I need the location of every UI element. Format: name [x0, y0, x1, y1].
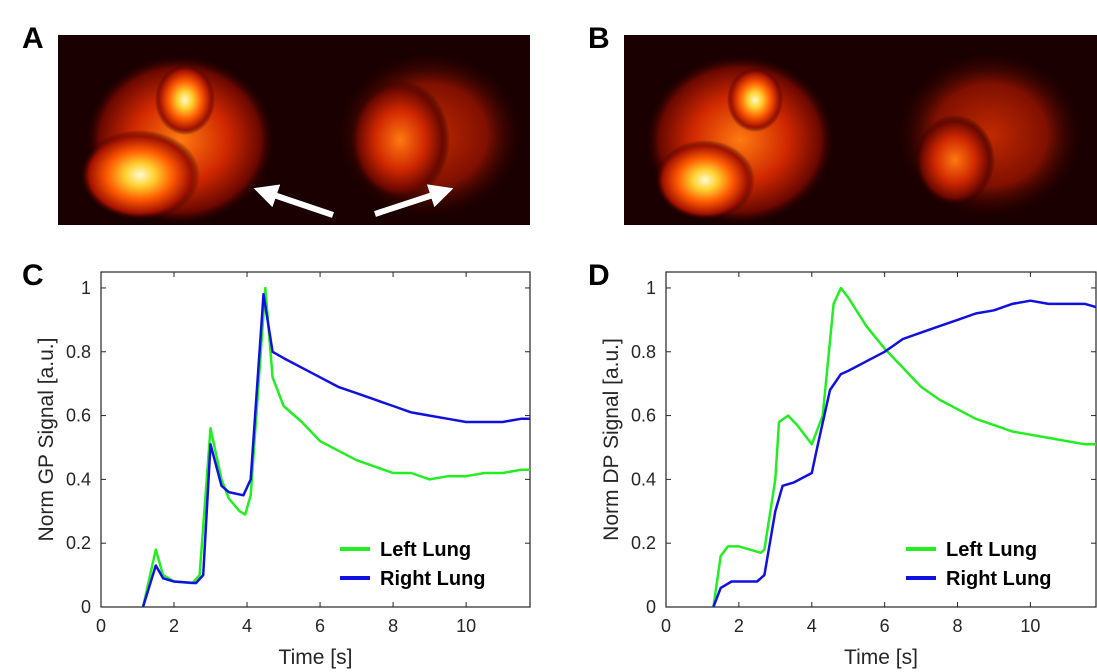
x-tick-label: 6 — [315, 616, 325, 636]
y-tick-label: 1 — [646, 278, 656, 298]
arrow-right — [374, 184, 454, 217]
y-axis-label: Norm DP Signal [a.u.] — [600, 338, 623, 541]
panel-label-d: D — [588, 259, 610, 292]
series-line-left-lung — [712, 286, 1096, 608]
x-tick-label: 0 — [661, 616, 671, 636]
x-tick-label: 0 — [96, 616, 106, 636]
arrow-left — [253, 184, 334, 218]
x-tick-label: 2 — [169, 616, 179, 636]
panel-label-c: C — [22, 259, 44, 292]
x-tick-label: 10 — [1020, 616, 1040, 636]
y-tick-label: 0.8 — [631, 342, 656, 362]
y-tick-label: 0.4 — [631, 469, 656, 489]
x-axis-label: Time [s] — [844, 646, 918, 669]
y-tick-label: 0.2 — [631, 533, 656, 553]
x-tick-label: 4 — [242, 616, 252, 636]
y-tick-label: 0.8 — [66, 342, 91, 362]
series-line-right-lung — [712, 299, 1097, 608]
x-tick-label: 2 — [734, 616, 744, 636]
y-tick-label: 0 — [81, 597, 91, 617]
y-tick-label: 0.4 — [66, 469, 91, 489]
chart-c: 0 2 4 6 8 10 0 0.2 0.4 0.6 0.8 1 Time [s] Norm GP Sig… — [35, 271, 531, 669]
y-tick-label: 0.6 — [631, 406, 656, 426]
x-axis-label: Time [s] — [279, 646, 353, 669]
series-line-right-lung — [141, 293, 530, 608]
x-tick-label: 8 — [388, 616, 398, 636]
y-tick-label: 1 — [81, 278, 91, 298]
panel-label-b: B — [588, 22, 610, 55]
y-tick-label: 0 — [646, 597, 656, 617]
legend-label: Right Lung — [380, 568, 486, 590]
x-tick-label: 8 — [953, 616, 963, 636]
chart-d: 0 2 4 6 8 10 0 0.2 0.4 0.6 0.8 1 Time [s] Norm DP Sig… — [600, 271, 1097, 669]
legend-label: Left Lung — [380, 539, 471, 561]
legend-label: Right Lung — [946, 568, 1052, 590]
y-tick-label: 0.6 — [66, 406, 91, 426]
y-tick-label: 0.2 — [66, 533, 91, 553]
legend-label: Left Lung — [946, 539, 1037, 561]
panel-a-lung-image — [58, 35, 530, 225]
x-tick-label: 10 — [456, 616, 476, 636]
x-tick-label: 6 — [880, 616, 890, 636]
plot-area — [100, 271, 531, 608]
panel-label-a: A — [22, 22, 44, 55]
panel-b-lung-image — [624, 35, 1097, 225]
series-line-left-lung — [141, 286, 530, 608]
x-tick-label: 4 — [807, 616, 817, 636]
plot-area — [665, 271, 1097, 608]
y-axis-label: Norm GP Signal [a.u.] — [35, 338, 58, 542]
